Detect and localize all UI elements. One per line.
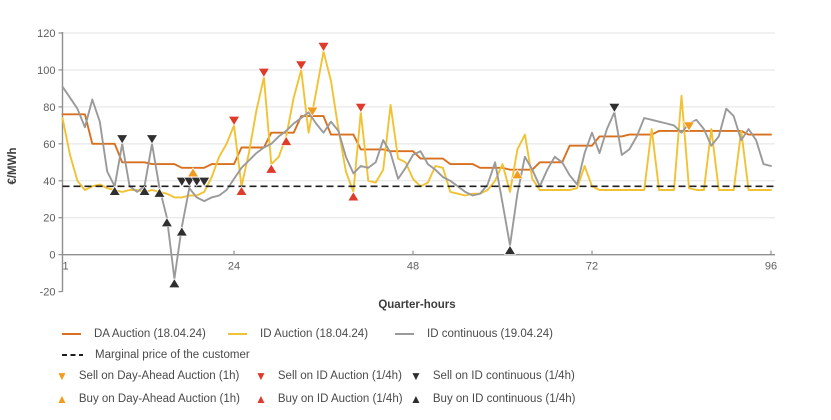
legend-item-id-auction: ID Auction (18.04.24) [228, 327, 368, 341]
y-axis-title: €/MWh [7, 147, 19, 185]
legend-label-sell-id-continuous: Sell on ID continuous (1/4h) [432, 370, 575, 382]
svg-text:100: 100 [37, 65, 55, 77]
legend-item-sell-id-continuous: ▼ Sell on ID continuous (1/4h) [410, 369, 575, 383]
svg-text:120: 120 [37, 28, 55, 40]
sell-id-triangle-icon: ▼ [255, 369, 267, 383]
price-chart: -20 0 20 40 60 80 100 120 1 24 48 72 96 [37, 28, 777, 299]
svg-text:48: 48 [407, 261, 419, 273]
buy-on-day-ahead-auction-1h--markers [186, 167, 524, 179]
marginal-price-dashed-swatch [62, 353, 83, 357]
sell-id-continuous-triangle-icon: ▼ [410, 369, 422, 383]
svg-text:80: 80 [43, 102, 55, 114]
sell-on-day-ahead-auction-1h--markers [306, 106, 695, 132]
legend-label-id-continuous: ID continuous (19.04.24) [427, 328, 553, 340]
legend-label-buy-id: Buy on ID Auction (1/4h) [277, 393, 403, 405]
sell-on-id-continuous-1-4h--markers [116, 103, 621, 187]
legend-label-id-auction: ID Auction (18.04.24) [260, 328, 369, 340]
axes [61, 32, 775, 292]
legend-item-buy-id: ▲ Buy on ID Auction (1/4h) [255, 392, 403, 406]
svg-text:40: 40 [43, 176, 55, 188]
svg-text:24: 24 [228, 261, 240, 273]
id-continuous-line-swatch [395, 333, 414, 335]
legend-label-marginal-price: Marginal price of the customer [95, 349, 250, 361]
axis-ticks-and-labels: -20 0 20 40 60 80 100 120 1 24 48 72 96 [37, 28, 777, 299]
legend-label-buy-id-continuous: Buy on ID continuous (1/4h) [432, 393, 576, 405]
legend-label-sell-id: Sell on ID Auction (1/4h) [277, 370, 402, 382]
svg-text:96: 96 [765, 261, 777, 273]
legend-item-buy-id-continuous: ▲ Buy on ID continuous (1/4h) [410, 392, 575, 406]
legend-item-sell-da: ▼ Sell on Day-Ahead Auction (1h) [56, 369, 239, 383]
sell-on-id-auction-1-4h--markers [227, 42, 367, 126]
legend-item-da-auction: DA Auction (18.04.24) [62, 327, 206, 341]
svg-text:20: 20 [43, 213, 55, 225]
legend-label-buy-da: Buy on Day-Ahead Auction (1h) [78, 393, 240, 405]
svg-text:60: 60 [43, 139, 55, 151]
buy-id-continuous-triangle-icon: ▲ [410, 392, 422, 406]
svg-text:-20: -20 [40, 287, 56, 299]
legend-label-sell-da: Sell on Day-Ahead Auction (1h) [78, 370, 240, 382]
legend-item-marginal-price: Marginal price of the customer [62, 348, 250, 362]
svg-text:0: 0 [49, 250, 55, 262]
x-axis-title: Quarter-hours [378, 299, 456, 311]
svg-text:1: 1 [62, 261, 68, 273]
legend-label-da-auction: DA Auction (18.04.24) [94, 328, 206, 340]
id-auction-line [61, 50, 772, 199]
legend-item-sell-id: ▼ Sell on ID Auction (1/4h) [255, 369, 402, 383]
legend-item-id-continuous: ID continuous (19.04.24) [395, 327, 553, 341]
id-auction-line-swatch [228, 333, 247, 335]
sell-da-triangle-icon: ▼ [56, 369, 68, 383]
legend-item-buy-da: ▲ Buy on Day-Ahead Auction (1h) [56, 392, 240, 406]
da-auction-line-swatch [62, 333, 81, 335]
buy-da-triangle-icon: ▲ [56, 392, 68, 406]
buy-on-id-auction-1-4h--markers [235, 135, 360, 202]
svg-text:72: 72 [586, 261, 598, 273]
buy-on-id-continuous-1-4h--markers [108, 185, 517, 288]
buy-id-triangle-icon: ▲ [255, 392, 267, 406]
